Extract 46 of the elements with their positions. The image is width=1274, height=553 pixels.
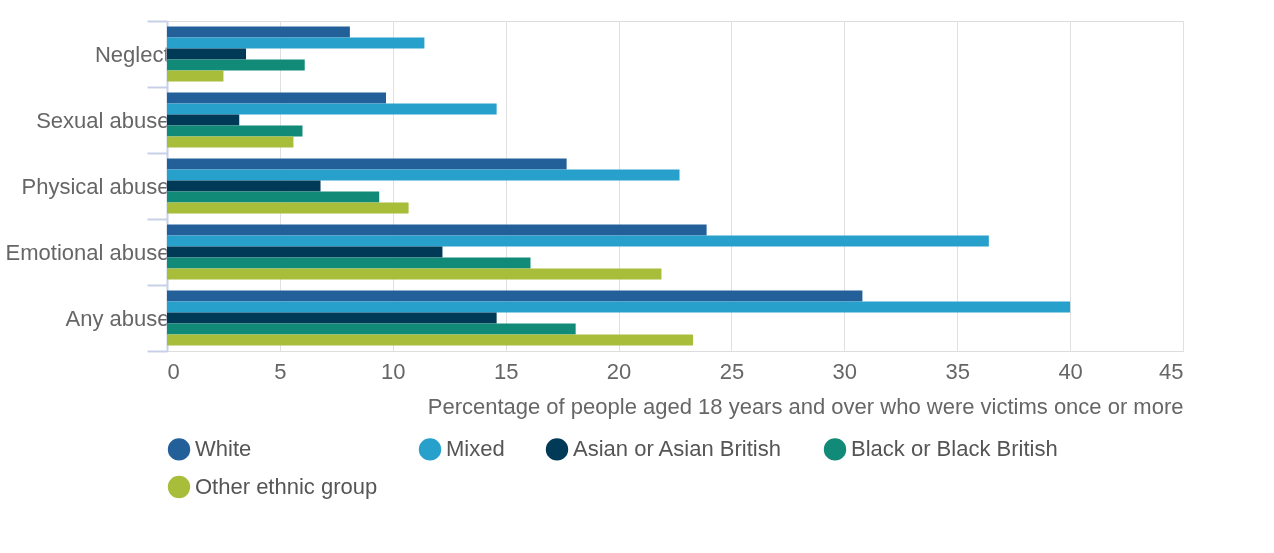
x-axis-title: Percentage of people aged 18 years and over who were victims once or more	[427, 393, 1184, 419]
x-tick-label: 35	[945, 358, 970, 384]
bar	[167, 334, 694, 346]
x-tick-label: 40	[1058, 358, 1083, 384]
bar	[167, 312, 497, 324]
bar	[167, 59, 305, 71]
bar	[167, 125, 303, 137]
y-tick-label: Physical abuse	[21, 173, 170, 199]
x-tick-label: 10	[381, 358, 406, 384]
y-tick-label: Emotional abuse	[5, 239, 170, 265]
bar	[167, 268, 662, 280]
bar	[167, 301, 1071, 313]
bar	[167, 92, 386, 104]
x-tick-label: 5	[274, 358, 287, 384]
x-tick-label: 25	[719, 358, 745, 384]
legend-label: Other ethnic group	[195, 474, 378, 499]
bar	[167, 48, 247, 60]
x-tick-label: 30	[832, 358, 858, 384]
bar	[167, 114, 240, 126]
y-tick-label: Any abuse	[65, 305, 170, 331]
bar	[167, 103, 497, 115]
bar	[167, 246, 443, 258]
x-tick-label: 0	[167, 358, 180, 384]
bar	[167, 290, 863, 302]
legend-label: White	[195, 436, 252, 462]
legend-label: Asian or Asian British	[573, 436, 781, 462]
bar	[167, 136, 294, 148]
legend-label: Mixed	[446, 436, 505, 462]
bar	[167, 323, 576, 335]
bar	[167, 70, 224, 82]
bar	[167, 235, 989, 247]
bar	[167, 158, 567, 170]
bar	[167, 224, 707, 236]
bar	[167, 169, 680, 181]
bar	[167, 202, 409, 214]
legend-label: Black or Black British	[851, 436, 1058, 462]
x-tick-label: 45	[1159, 358, 1184, 384]
bar	[167, 26, 350, 38]
bar	[167, 180, 321, 192]
y-tick-label: Sexual abuse	[36, 107, 170, 133]
x-tick-label: 15	[493, 358, 519, 384]
bar	[167, 257, 531, 269]
x-tick-label: 20	[606, 358, 632, 384]
bar	[167, 191, 380, 203]
y-tick-label: Neglect	[94, 41, 170, 67]
bar	[167, 37, 425, 49]
